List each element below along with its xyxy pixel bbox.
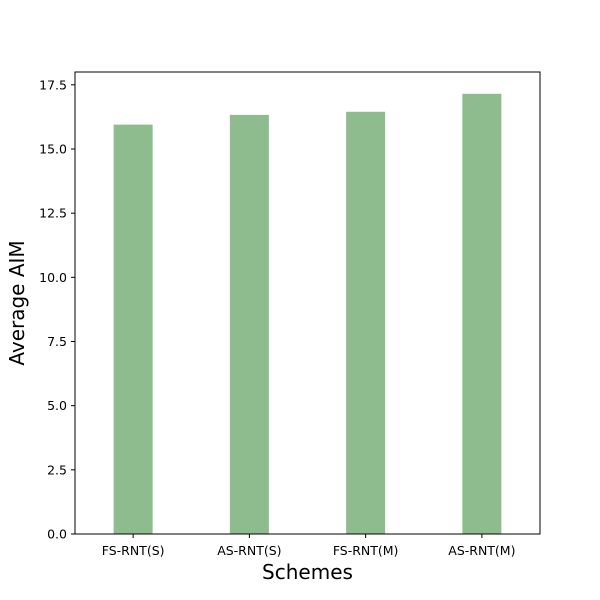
- x-tick-label: AS-RNT(S): [217, 543, 281, 558]
- y-tick-label: 12.5: [39, 206, 67, 221]
- y-tick-label: 0.0: [47, 527, 67, 542]
- x-tick-label: AS-RNT(M): [448, 543, 515, 558]
- x-axis-label: Schemes: [262, 560, 353, 584]
- y-tick-label: 17.5: [39, 77, 67, 92]
- y-tick-label: 15.0: [39, 142, 67, 157]
- bar-as-rnt-s: [229, 114, 269, 534]
- x-tick-label: FS-RNT(M): [333, 543, 399, 558]
- bar-fs-rnt-m: [346, 111, 386, 535]
- y-tick-label: 2.5: [47, 462, 67, 477]
- y-tick-label: 7.5: [47, 334, 67, 349]
- x-axis: FS-RNT(S) AS-RNT(S) FS-RNT(M) AS-RNT(M): [102, 534, 515, 558]
- y-axis: 0.0 2.5 5.0 7.5 10.0 12.5 15.0 17.5: [39, 77, 75, 542]
- bars-group: [113, 93, 502, 535]
- x-tick-label: FS-RNT(S): [102, 543, 165, 558]
- bar-fs-rnt-s: [113, 124, 153, 534]
- plot-frame: [74, 71, 541, 535]
- y-axis-label: Average AIM: [5, 240, 29, 365]
- bar-as-rnt-m: [462, 93, 502, 535]
- y-tick-label: 5.0: [47, 398, 67, 413]
- y-tick-label: 10.0: [39, 270, 67, 285]
